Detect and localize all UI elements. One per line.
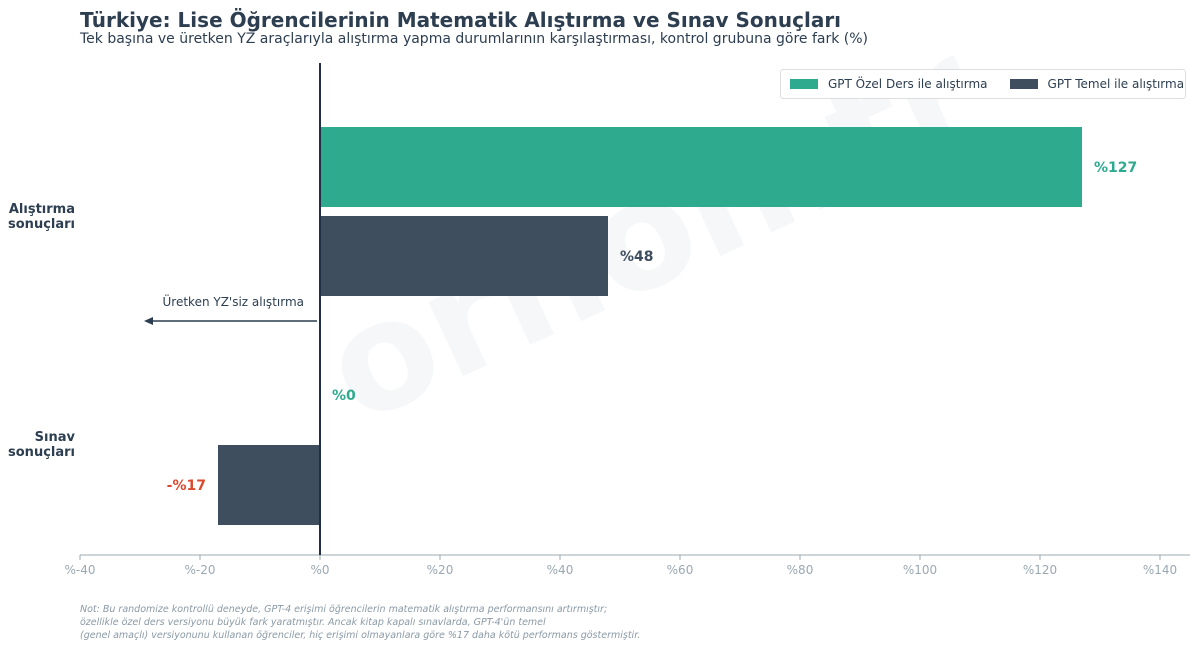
x-tick-label: %140	[1143, 563, 1177, 577]
y-category-label: sonuçları	[8, 217, 75, 232]
footnote: Not: Bu randomize kontrollü deneyde, GPT…	[80, 603, 640, 642]
bar-tutor-practice	[320, 127, 1082, 207]
y-category-label: sonuçları	[8, 445, 75, 460]
bar-base-practice	[320, 216, 608, 296]
footnote-line-1: Not: Bu randomize kontrollü deneyde, GPT…	[80, 604, 608, 615]
data-label: %48	[620, 249, 654, 265]
annotation-arrow-head	[144, 317, 153, 325]
footnote-line-3: (genel amaçlı) versiyonunu kullanan öğre…	[80, 630, 641, 641]
legend-swatch-tutor	[790, 79, 818, 89]
bar-base-exam	[218, 445, 320, 525]
x-tick-label: %40	[547, 563, 574, 577]
x-tick-label: %120	[1023, 563, 1057, 577]
x-tick-label: %20	[427, 563, 454, 577]
chart-legend: GPT Özel Ders ile alıştırma GPT Temel il…	[780, 69, 1186, 99]
x-tick-label: %0	[310, 563, 329, 577]
y-category-label: Alıştırma	[9, 202, 75, 217]
data-label: %127	[1094, 160, 1137, 176]
chart-title: Türkiye: Lise Öğrencilerinin Matematik A…	[80, 8, 842, 32]
data-label: -%17	[167, 478, 206, 494]
legend-label-base: GPT Temel ile alıştırma	[1047, 77, 1185, 91]
x-tick-label: %-20	[184, 563, 215, 577]
legend-swatch-base	[1009, 79, 1038, 89]
x-tick-label: %-40	[64, 563, 95, 577]
x-tick-label: %100	[903, 563, 937, 577]
data-label: %0	[332, 388, 356, 404]
x-tick-label: %80	[787, 563, 814, 577]
x-tick-label: %60	[667, 563, 694, 577]
y-category-label: Sınav	[35, 430, 76, 445]
footnote-line-2: özellikle özel ders versiyonu büyük fark…	[80, 617, 546, 628]
annotation-text: Üretken YZ'siz alıştırma	[163, 293, 305, 309]
legend-item-tutor: GPT Özel Ders ile alıştırma	[790, 77, 988, 91]
chart-subtitle: Tek başına ve üretken YZ araçlarıyla alı…	[80, 31, 868, 47]
legend-item-base: GPT Temel ile alıştırma	[1009, 77, 1185, 91]
legend-label-tutor: GPT Özel Ders ile alıştırma	[828, 77, 988, 91]
